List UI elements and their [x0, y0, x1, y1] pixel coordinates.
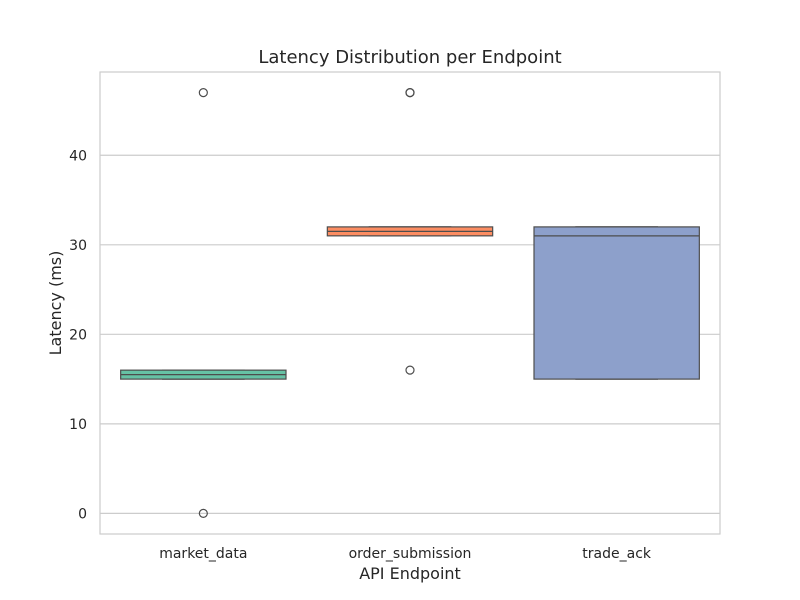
- x-tick-label: order_submission: [349, 546, 472, 562]
- box-market_data: [120, 87, 287, 519]
- outlier-point: [405, 87, 415, 98]
- box-iqr: [533, 226, 700, 380]
- y-tick-label: 10: [69, 417, 87, 433]
- box-order_submission: [326, 87, 494, 375]
- x-tick-labels: market_data order_submission trade_ack: [159, 546, 652, 562]
- y-tick-label: 0: [78, 506, 87, 522]
- x-axis-title: API Endpoint: [359, 564, 461, 583]
- x-tick-label: trade_ack: [582, 546, 652, 562]
- outlier-point: [198, 508, 208, 519]
- y-tick-label: 40: [69, 148, 87, 164]
- outlier-point: [405, 365, 415, 375]
- plot-frame: [99, 71, 721, 535]
- box-trade_ack: [533, 226, 700, 380]
- box-layer: [120, 87, 700, 519]
- outlier-point: [198, 87, 208, 98]
- y-tick-labels: 0 10 20 30 40: [69, 148, 87, 522]
- y-axis-title: Latency (ms): [46, 251, 65, 356]
- x-tick-label: market_data: [159, 546, 247, 562]
- y-tick-label: 20: [69, 327, 87, 343]
- y-tick-label: 30: [69, 238, 87, 254]
- chart-title: Latency Distribution per Endpoint: [258, 47, 561, 68]
